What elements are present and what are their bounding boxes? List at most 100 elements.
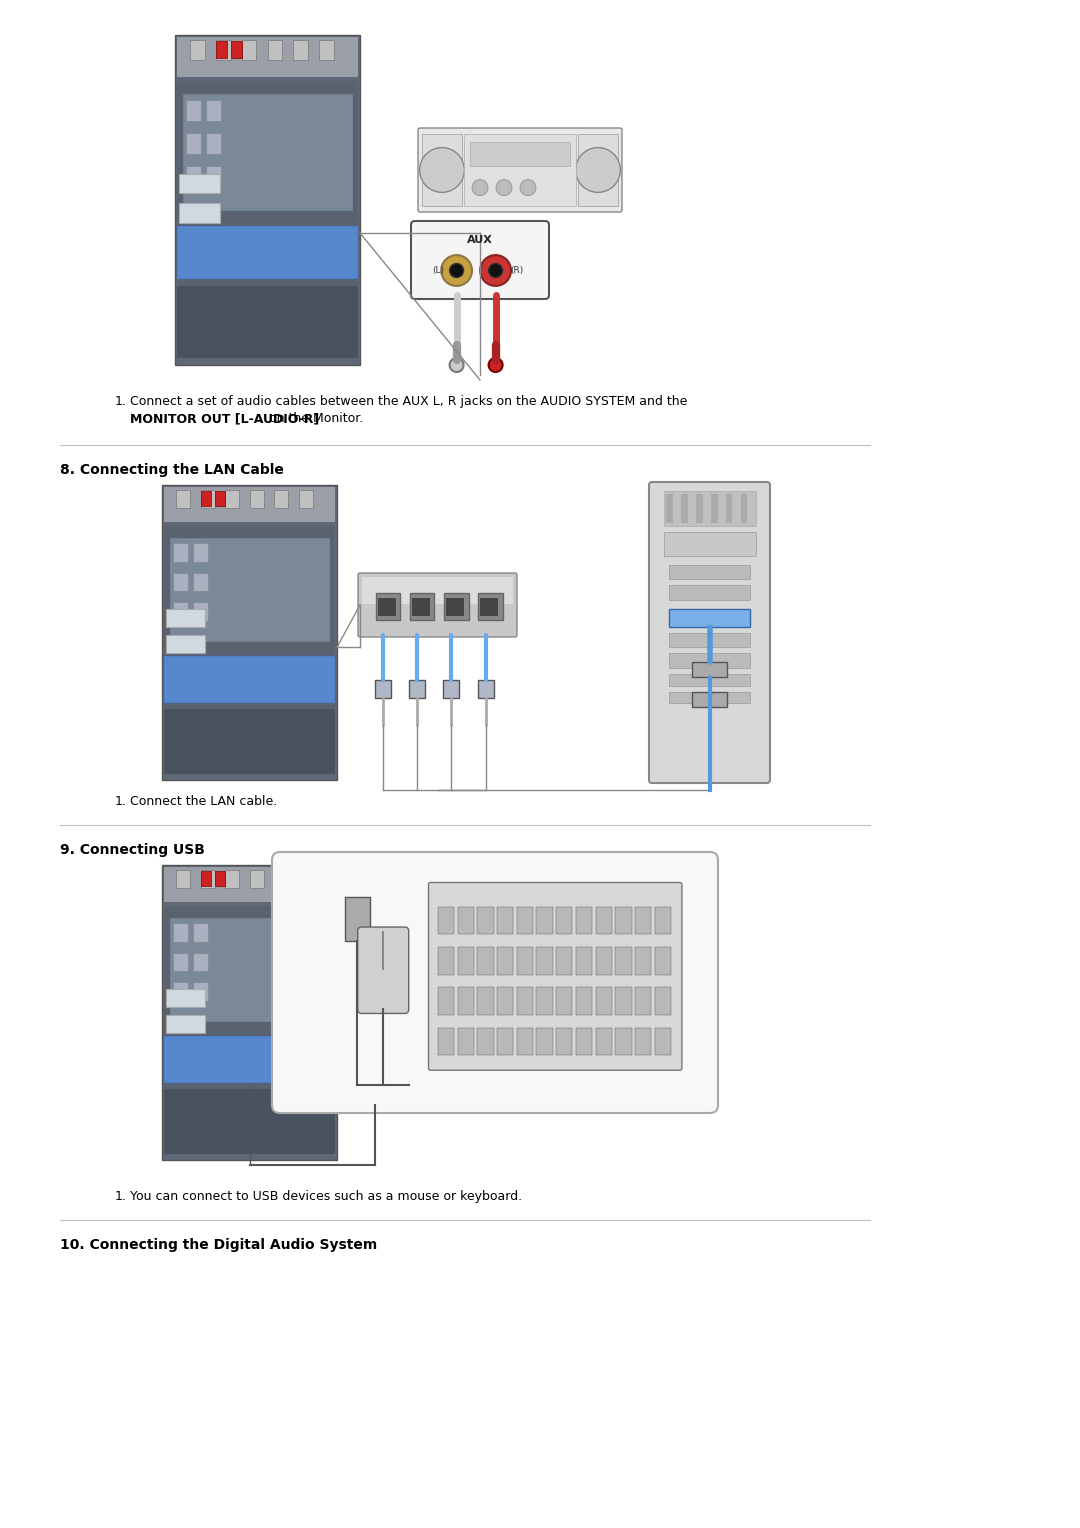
Bar: [174, 573, 188, 591]
Bar: [635, 987, 651, 1015]
Circle shape: [472, 180, 488, 196]
Bar: [170, 918, 329, 1021]
Bar: [446, 597, 464, 616]
Bar: [692, 662, 727, 677]
Bar: [537, 947, 553, 975]
Bar: [556, 1028, 572, 1056]
Bar: [670, 608, 750, 626]
Bar: [595, 987, 611, 1015]
Bar: [201, 871, 211, 886]
Bar: [517, 987, 534, 1015]
Bar: [556, 947, 572, 975]
Bar: [225, 869, 239, 888]
Bar: [477, 1028, 494, 1056]
Circle shape: [576, 148, 620, 193]
Text: Connect a set of audio cables between the AUX L, R jacks on the AUDIO SYSTEM and: Connect a set of audio cables between th…: [130, 396, 687, 408]
Bar: [578, 134, 618, 206]
Bar: [170, 538, 329, 642]
Bar: [177, 226, 357, 280]
Bar: [207, 101, 221, 121]
FancyBboxPatch shape: [357, 927, 408, 1013]
Bar: [174, 544, 188, 562]
Bar: [654, 1028, 671, 1056]
Bar: [164, 709, 335, 775]
Bar: [635, 947, 651, 975]
Bar: [477, 593, 502, 620]
Bar: [164, 1036, 335, 1083]
Bar: [458, 947, 474, 975]
Text: (R): (R): [510, 266, 523, 275]
Bar: [187, 134, 201, 154]
Bar: [174, 953, 188, 972]
Bar: [345, 897, 370, 941]
Bar: [556, 987, 572, 1015]
Text: 8. Connecting the LAN Cable: 8. Connecting the LAN Cable: [60, 463, 284, 477]
Bar: [201, 490, 215, 507]
Bar: [164, 1089, 335, 1154]
Bar: [477, 680, 494, 698]
Bar: [194, 983, 208, 1001]
FancyBboxPatch shape: [357, 573, 517, 637]
Text: 1.: 1.: [114, 396, 126, 408]
Bar: [375, 680, 391, 698]
Bar: [616, 987, 632, 1015]
Bar: [670, 585, 750, 601]
Bar: [194, 604, 208, 620]
Bar: [670, 674, 750, 686]
Bar: [179, 174, 219, 194]
Bar: [438, 947, 455, 975]
Bar: [537, 906, 553, 934]
Bar: [166, 636, 204, 652]
Text: 1.: 1.: [114, 795, 126, 808]
Bar: [726, 494, 732, 524]
Bar: [670, 565, 750, 579]
Bar: [194, 544, 208, 562]
Bar: [438, 906, 455, 934]
Bar: [249, 869, 264, 888]
Bar: [230, 41, 242, 58]
FancyBboxPatch shape: [649, 481, 770, 782]
Bar: [458, 987, 474, 1015]
Bar: [274, 869, 288, 888]
Bar: [215, 490, 225, 506]
Bar: [249, 490, 264, 507]
Bar: [166, 1016, 204, 1033]
Bar: [537, 987, 553, 1015]
Bar: [174, 604, 188, 620]
Bar: [187, 167, 201, 186]
Bar: [670, 692, 750, 703]
Bar: [177, 81, 357, 319]
Bar: [444, 593, 469, 620]
Bar: [422, 134, 462, 206]
Bar: [670, 652, 750, 668]
Bar: [183, 95, 352, 209]
Bar: [616, 1028, 632, 1056]
Bar: [595, 947, 611, 975]
Bar: [477, 906, 494, 934]
Bar: [517, 1028, 534, 1056]
Bar: [477, 947, 494, 975]
Bar: [190, 40, 204, 60]
Circle shape: [442, 255, 472, 286]
Bar: [362, 578, 513, 604]
Bar: [409, 593, 434, 620]
Bar: [576, 906, 592, 934]
Text: on the Monitor.: on the Monitor.: [265, 413, 363, 425]
Bar: [665, 494, 673, 524]
Bar: [164, 906, 335, 1118]
Bar: [663, 532, 756, 556]
Text: You can connect to USB devices such as a mouse or keyboard.: You can connect to USB devices such as a…: [130, 1190, 522, 1203]
Circle shape: [488, 358, 502, 371]
Bar: [215, 871, 225, 886]
Bar: [411, 597, 430, 616]
Bar: [438, 1028, 455, 1056]
Bar: [635, 906, 651, 934]
Bar: [654, 947, 671, 975]
Bar: [207, 134, 221, 154]
Text: 10. Connecting the Digital Audio System: 10. Connecting the Digital Audio System: [60, 1238, 377, 1251]
Bar: [194, 573, 208, 591]
FancyBboxPatch shape: [162, 865, 337, 1160]
Bar: [595, 1028, 611, 1056]
Bar: [517, 947, 534, 975]
Circle shape: [496, 180, 512, 196]
